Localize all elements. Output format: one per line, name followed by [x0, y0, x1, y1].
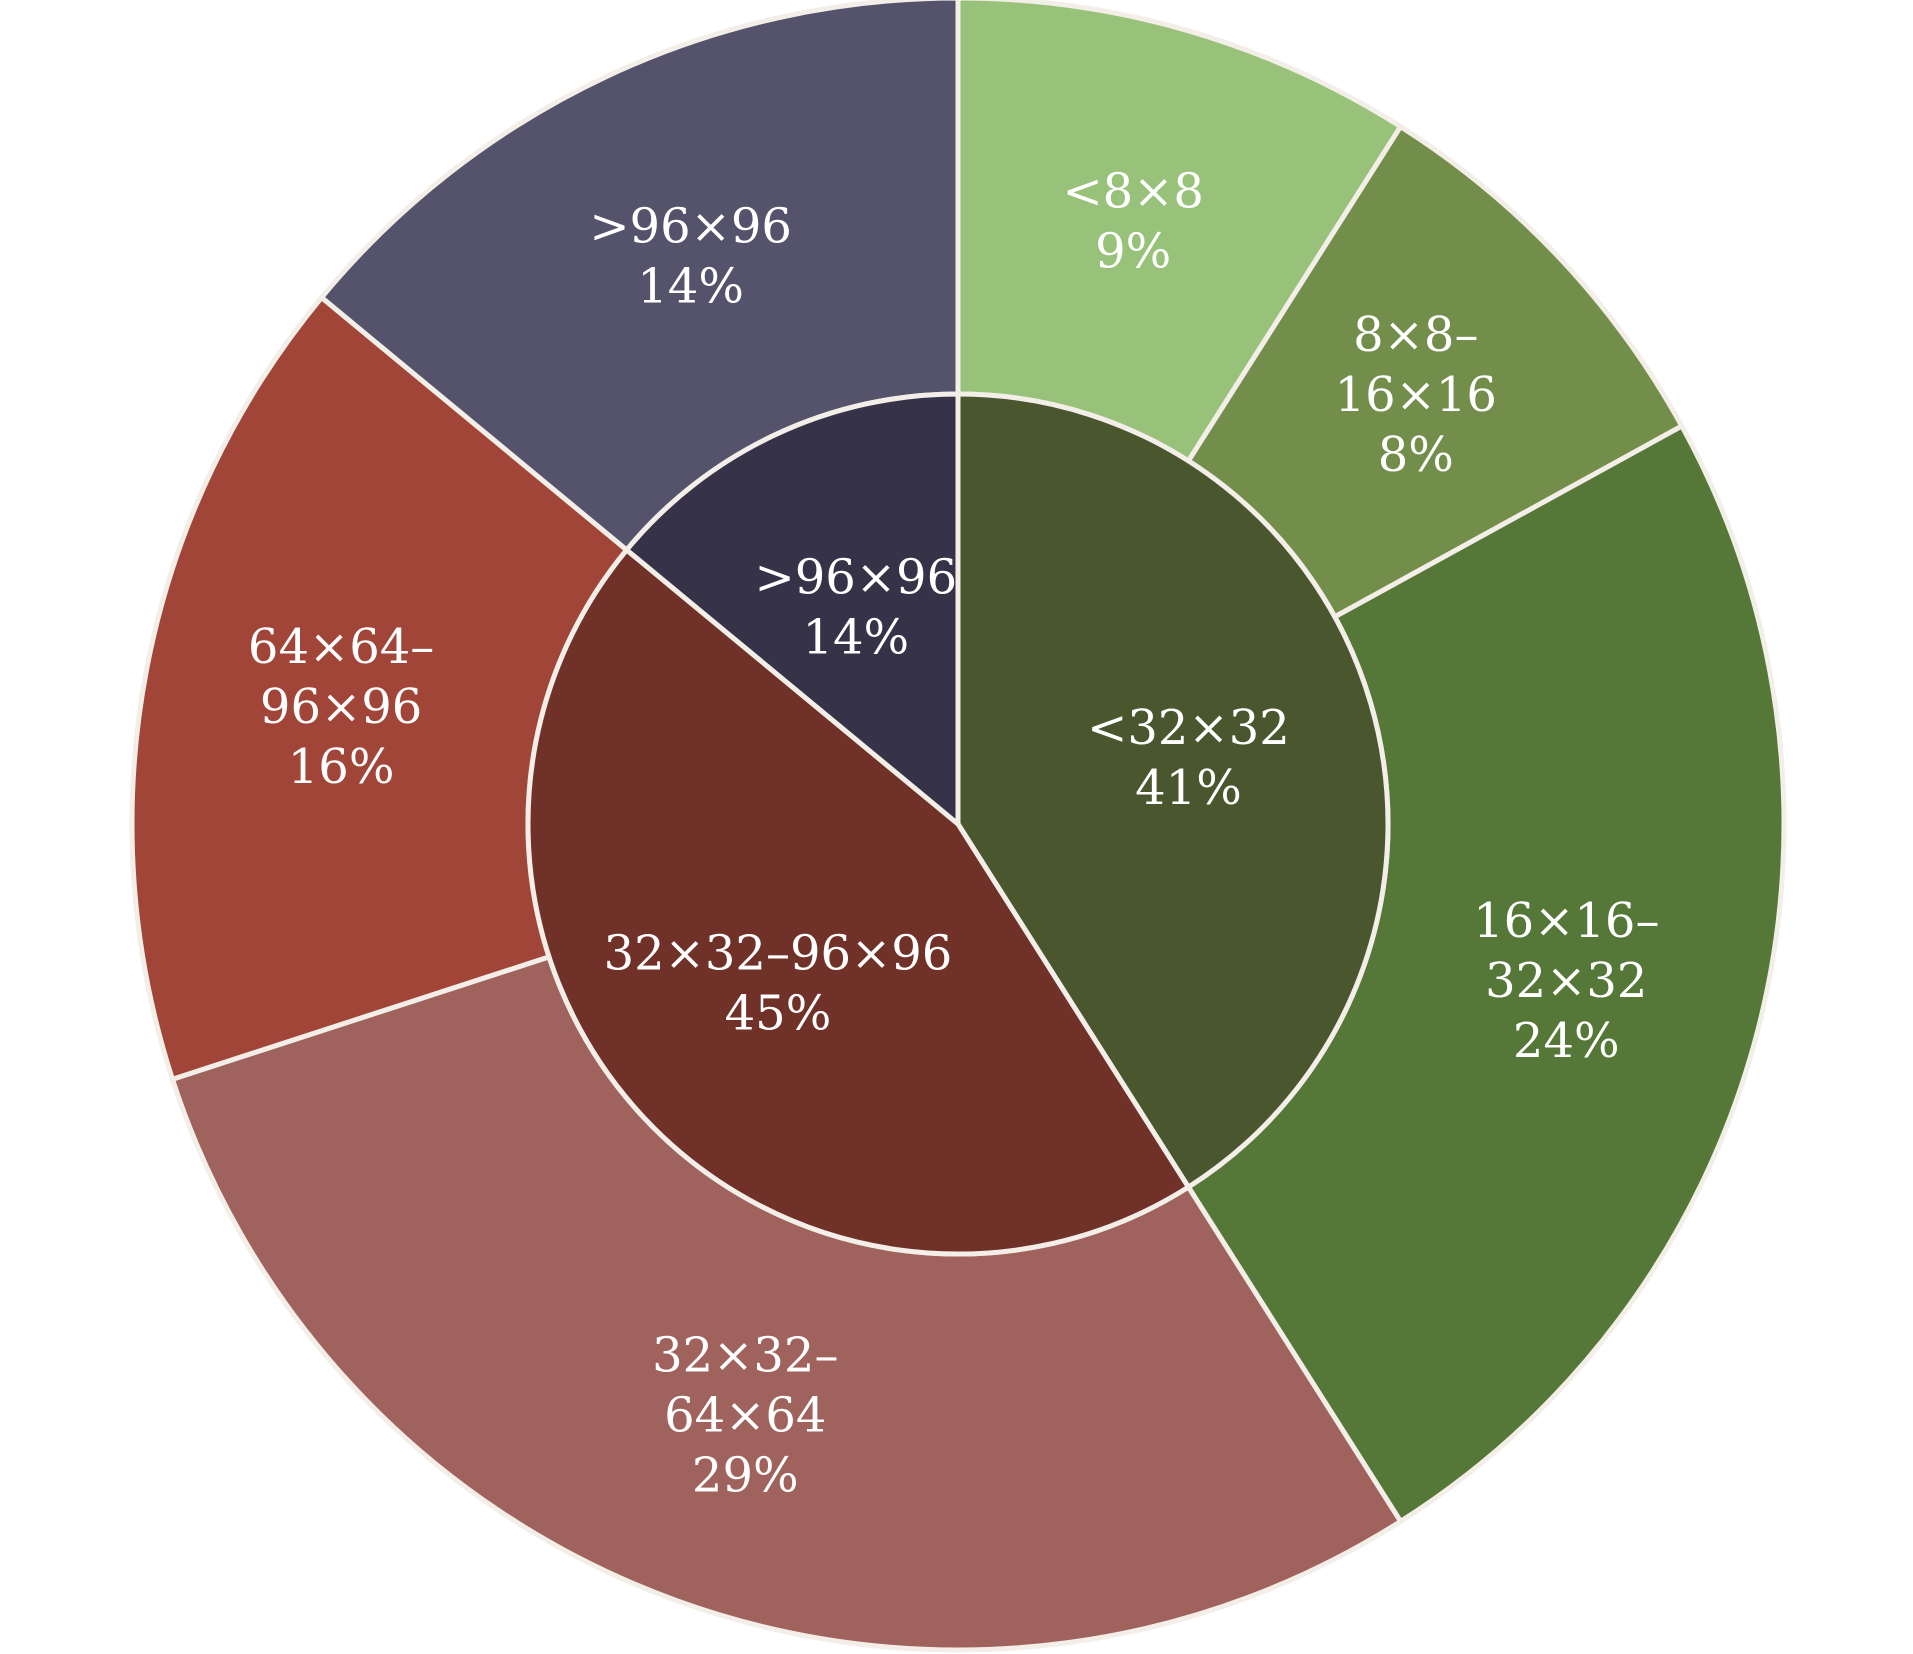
outer-ring: <8×8 9%8×8– 16×16 8%16×16– 32×32 24%32×32– 64×…: [129, 0, 1787, 1653]
slice-category-label: 16×16: [1335, 367, 1497, 423]
outer-slice-label-gt-96x96: >96×96 14%: [589, 199, 792, 315]
slice-percent-label: 8%: [1378, 427, 1454, 483]
slice-category-label: 32×32–96×96: [604, 926, 953, 982]
slice-category-label: 96×96: [260, 679, 422, 735]
slice-category-label: <32×32: [1087, 700, 1290, 756]
slice-category-label: 64×64: [664, 1388, 826, 1444]
inner-ring: <32×32 41% 32×32–96×96 45% >96×96 14%: [525, 391, 1391, 1257]
outer-slice-label-16x16-to-32x32: 16×16– 32×32 24%: [1473, 893, 1659, 1069]
slice-category-label: 16×16–: [1473, 893, 1659, 949]
slice-category-label: <8×8: [1062, 164, 1204, 220]
slice-percent-label: 16%: [288, 739, 395, 795]
inner-slice-label-gt-96x96: >96×96 14%: [755, 550, 958, 666]
slice-percent-label: 24%: [1513, 1013, 1620, 1069]
inner-slice-32x32-to-96x96: [525, 547, 1191, 1257]
slice-percent-label: 14%: [637, 259, 744, 315]
slice-percent-label: 29%: [692, 1448, 799, 1504]
slice-category-label: 32×32: [1485, 953, 1647, 1009]
slice-category-label: 32×32–: [652, 1328, 838, 1384]
slice-category-label: 8×8–: [1353, 307, 1478, 363]
slice-category-label: 64×64–: [248, 619, 434, 675]
slice-percent-label: 14%: [802, 610, 909, 666]
inner-slice-label-32x32-to-96x96: 32×32–96×96 45%: [604, 926, 953, 1042]
slice-category-label: >96×96: [755, 550, 958, 606]
slice-percent-label: 9%: [1095, 224, 1171, 280]
slice-percent-label: 45%: [725, 986, 832, 1042]
outer-slice-label-lt-8x8: <8×8 9%: [1062, 164, 1204, 280]
outer-slice-label-32x32-to-64x64: 32×32– 64×64 29%: [652, 1328, 838, 1504]
slice-percent-label: 41%: [1135, 760, 1242, 816]
outer-slice-label-8x8-to-16x16: 8×8– 16×16 8%: [1335, 307, 1497, 483]
outer-slice-label-64x64-to-96x96: 64×64– 96×96 16%: [248, 619, 434, 795]
slice-category-label: >96×96: [589, 199, 792, 255]
inner-slice-gt-96x96: [624, 391, 961, 827]
inner-slice-label-lt-32x32: <32×32 41%: [1087, 700, 1290, 816]
